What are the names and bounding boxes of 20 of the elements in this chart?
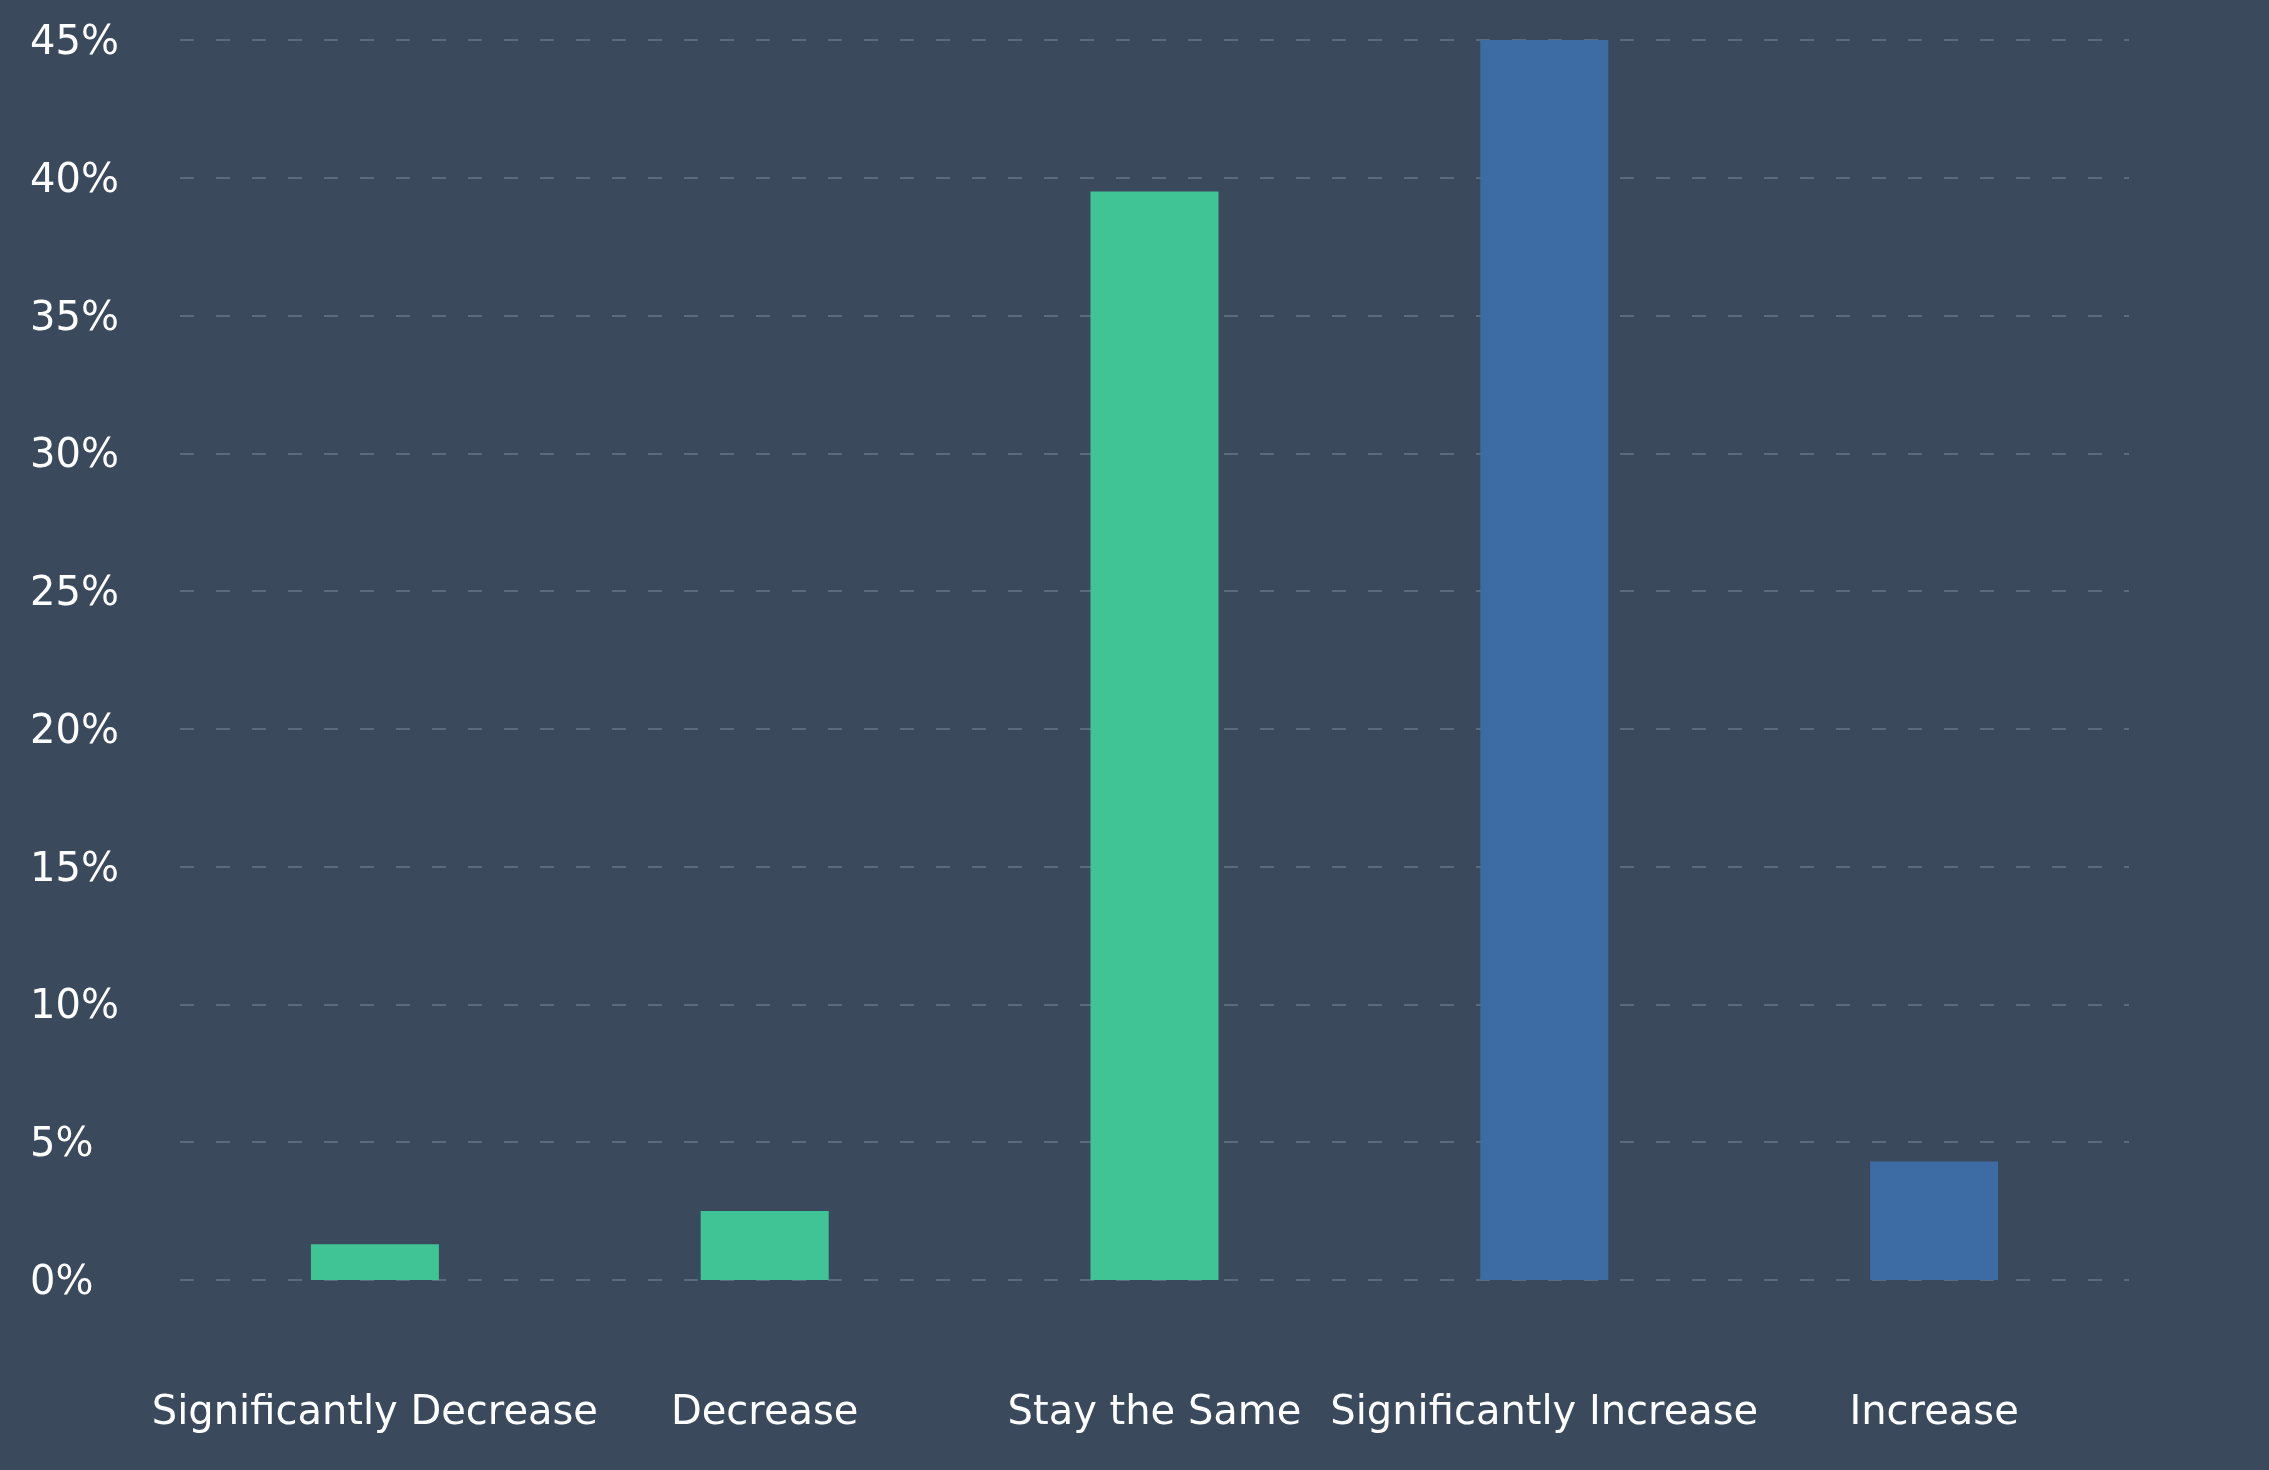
y-tick-label: 0%	[30, 1257, 94, 1303]
y-tick-label: 40%	[30, 154, 119, 201]
x-tick-label: Stay the Same	[1007, 1387, 1302, 1433]
bar	[310, 1244, 439, 1280]
x-tick-label: Significantly Increase	[1330, 1387, 1759, 1433]
y-tick-label: 5%	[30, 1119, 94, 1166]
x-tick-label: Decrease	[670, 1387, 859, 1433]
y-tick-label: 45%	[30, 17, 119, 63]
y-tick-label: 25%	[30, 568, 119, 615]
bar	[1480, 40, 1609, 1280]
y-tick-label: 15%	[30, 843, 119, 890]
bar	[1090, 191, 1219, 1280]
x-tick-label: Increase	[1849, 1387, 2019, 1433]
y-tick-label: 30%	[30, 430, 119, 477]
bar	[700, 1211, 829, 1280]
bar	[1870, 1161, 1999, 1280]
y-tick-label: 20%	[30, 705, 119, 752]
y-tick-label: 10%	[30, 981, 119, 1028]
x-tick-label: Significantly Decrease	[151, 1387, 598, 1433]
y-tick-label: 35%	[30, 292, 119, 339]
